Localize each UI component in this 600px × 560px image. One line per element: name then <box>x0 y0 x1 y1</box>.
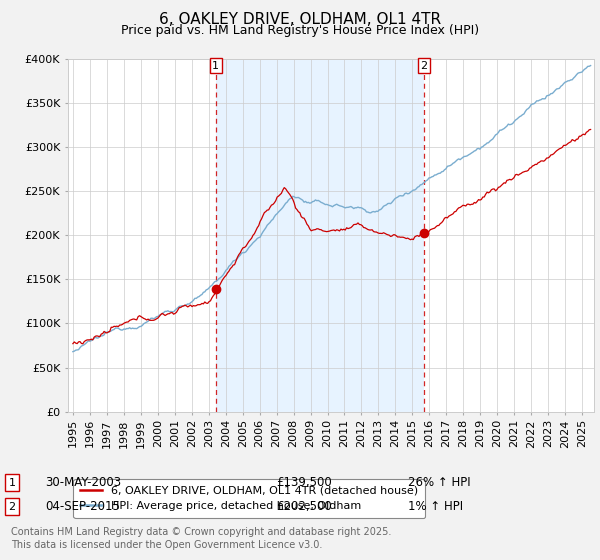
Legend: 6, OAKLEY DRIVE, OLDHAM, OL1 4TR (detached house), HPI: Average price, detached : 6, OAKLEY DRIVE, OLDHAM, OL1 4TR (detach… <box>73 479 425 518</box>
Bar <box>215 59 424 412</box>
Text: Price paid vs. HM Land Registry's House Price Index (HPI): Price paid vs. HM Land Registry's House … <box>121 24 479 36</box>
Text: 1% ↑ HPI: 1% ↑ HPI <box>408 500 463 514</box>
Text: 1: 1 <box>212 61 219 71</box>
Text: 6, OAKLEY DRIVE, OLDHAM, OL1 4TR: 6, OAKLEY DRIVE, OLDHAM, OL1 4TR <box>159 12 441 27</box>
Text: 30-MAY-2003: 30-MAY-2003 <box>45 476 121 489</box>
Text: £202,500: £202,500 <box>276 500 332 514</box>
Text: 04-SEP-2015: 04-SEP-2015 <box>45 500 120 514</box>
Text: £139,500: £139,500 <box>276 476 332 489</box>
Text: 1: 1 <box>8 478 16 488</box>
Text: 26% ↑ HPI: 26% ↑ HPI <box>408 476 470 489</box>
Text: 2: 2 <box>420 61 427 71</box>
Text: 2: 2 <box>8 502 16 512</box>
Text: Contains HM Land Registry data © Crown copyright and database right 2025.
This d: Contains HM Land Registry data © Crown c… <box>11 527 391 550</box>
